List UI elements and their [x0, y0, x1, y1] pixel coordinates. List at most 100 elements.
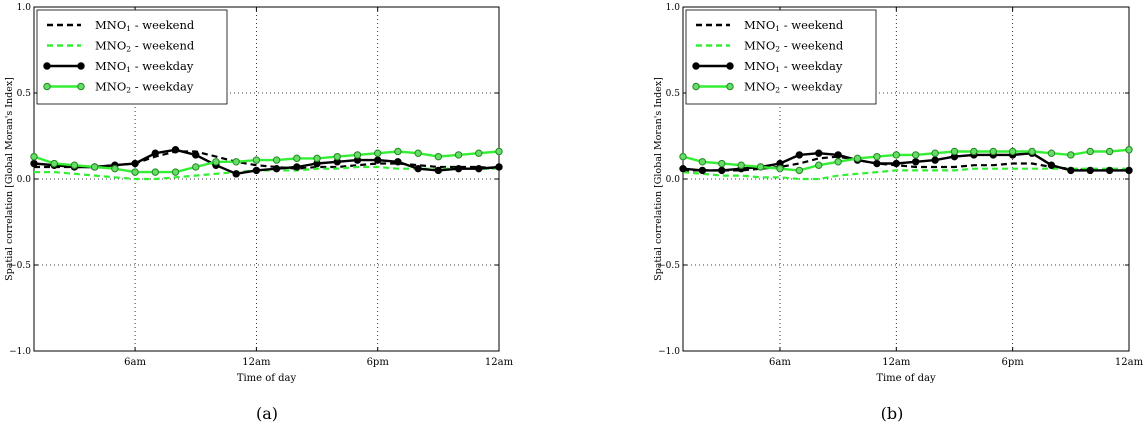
data-point — [853, 154, 862, 163]
data-point — [495, 147, 503, 156]
legend-label: MNO2 - weekend — [95, 39, 195, 54]
data-point — [815, 149, 823, 157]
data-point — [434, 166, 443, 175]
data-point — [1047, 149, 1056, 157]
legend-suffix: - weekend — [131, 18, 195, 32]
data-point — [252, 156, 261, 164]
y-axis-label: Spatial correlation [Global Moran's Inde… — [653, 77, 664, 281]
data-point — [313, 154, 321, 163]
data-point — [232, 170, 240, 178]
legend-name: MNO — [95, 59, 126, 73]
legend-subscript: 1 — [775, 24, 780, 33]
x-tick-label: 6am — [124, 357, 146, 368]
y-tick-label: −0.5 — [9, 261, 31, 271]
data-point — [911, 158, 920, 166]
panel-label: (b) — [881, 404, 904, 423]
y-axis-label: Spatial correlation [Global Moran's Inde… — [4, 77, 15, 281]
data-point — [718, 159, 726, 168]
legend-subscript: 2 — [126, 86, 131, 95]
chart-panel-a: 6am 12am 6pm 12am 1.0 0.5 0.0 −0.5 −1.0 Time of d… — [4, 3, 514, 423]
data-point — [737, 161, 745, 169]
data-point — [353, 151, 362, 159]
x-tick-label: 6pm — [1002, 357, 1025, 368]
legend-subscript: 2 — [126, 45, 131, 54]
data-point — [1125, 166, 1133, 175]
data-point — [454, 164, 463, 173]
legend-name: MNO — [744, 80, 775, 94]
data-point — [1086, 147, 1094, 156]
series-line — [34, 150, 500, 170]
legend-marker — [692, 62, 700, 70]
data-point — [815, 161, 823, 169]
data-point — [30, 159, 38, 168]
data-point — [373, 156, 382, 164]
legend-suffix: - weekend — [780, 39, 844, 53]
data-point — [111, 164, 119, 173]
data-point — [679, 164, 687, 173]
data-point — [90, 163, 99, 171]
data-point — [776, 164, 784, 173]
legend-suffix: - weekday — [780, 59, 843, 73]
legend-label: MNO1 - weekday — [95, 59, 194, 74]
series-4 — [679, 146, 1133, 175]
data-point — [454, 151, 463, 159]
legend-suffix: - weekend — [780, 18, 844, 32]
data-point — [1008, 147, 1017, 156]
data-point — [414, 149, 422, 157]
legend-name: MNO — [95, 80, 126, 94]
x-axis-label: Time of day — [237, 373, 297, 384]
legend-marker — [726, 62, 734, 70]
data-point — [495, 163, 503, 171]
data-point — [698, 166, 707, 175]
y-tick-label: −0.5 — [658, 261, 680, 271]
series-line — [682, 167, 1129, 181]
data-point — [679, 152, 687, 161]
data-point — [272, 164, 281, 173]
y-tick-label: 0.5 — [17, 89, 32, 99]
data-point — [171, 146, 180, 154]
data-point — [1086, 166, 1094, 175]
data-point — [30, 152, 38, 161]
data-point — [1067, 151, 1075, 159]
legend-subscript: 1 — [126, 24, 131, 33]
series-4 — [30, 147, 503, 176]
data-point — [873, 159, 881, 168]
data-point — [873, 152, 881, 161]
legend-label: MNO2 - weekday — [744, 80, 843, 95]
data-point — [333, 152, 341, 161]
data-point — [293, 163, 301, 171]
chart-panel-b: 6am 12am 6pm 12am 1.0 0.5 0.0 −0.5 −1.0 Time of d… — [653, 3, 1144, 423]
data-point — [414, 164, 422, 173]
data-point — [192, 151, 200, 159]
legend-name: MNO — [95, 18, 126, 32]
data-point — [252, 166, 261, 175]
legend-subscript: 1 — [126, 65, 131, 74]
data-point — [131, 168, 139, 176]
y-tick-label: 0.0 — [666, 175, 681, 185]
x-tick-label: 12am — [1115, 357, 1144, 368]
panel-label: (a) — [256, 404, 278, 423]
data-point — [1067, 166, 1075, 175]
legend-marker — [43, 62, 51, 70]
data-point — [434, 152, 443, 161]
data-point — [1105, 147, 1114, 156]
legend-suffix: - weekday — [131, 59, 194, 73]
legend-label: MNO1 - weekend — [95, 18, 195, 33]
legend-suffix: - weekday — [131, 80, 194, 94]
gridlines — [683, 7, 1129, 351]
data-point — [1125, 146, 1133, 154]
legend-suffix: - weekend — [131, 39, 195, 53]
legend-marker — [692, 82, 700, 91]
x-tick-label: 6am — [769, 357, 791, 368]
series-2 — [682, 167, 1129, 181]
data-point — [1047, 161, 1056, 169]
legend-name: MNO — [744, 59, 775, 73]
legend-subscript: 2 — [775, 45, 780, 54]
data-point — [931, 156, 939, 164]
legend-marker — [77, 62, 85, 70]
legend-label: MNO1 - weekday — [744, 59, 843, 74]
data-point — [1028, 147, 1036, 156]
data-point — [834, 158, 842, 166]
data-point — [834, 151, 842, 159]
